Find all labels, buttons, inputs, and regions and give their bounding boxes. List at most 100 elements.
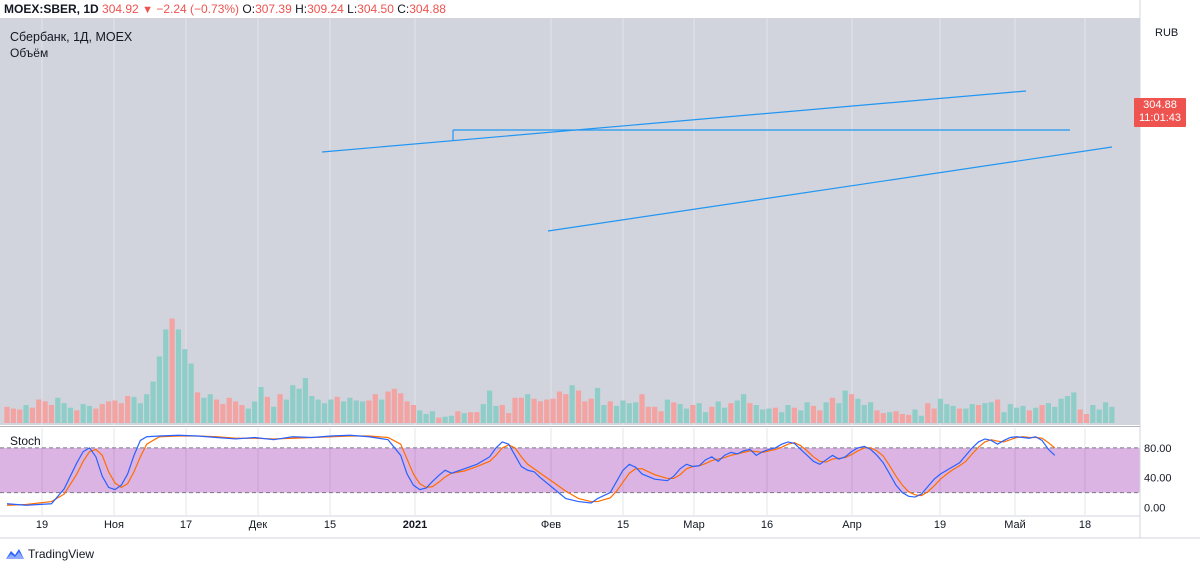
volume-bar: [633, 402, 639, 423]
volume-bar: [283, 399, 289, 423]
trendline[interactable]: [547, 146, 1113, 232]
volume-bar: [112, 400, 118, 423]
volume-bar: [963, 408, 969, 423]
volume-bar: [226, 397, 232, 423]
volume-bar: [131, 396, 137, 423]
high-label: H:: [295, 2, 308, 16]
symbol-header: MOEX:SBER, 1D 304.92 ▼ −2.24 (−0.73%) O:…: [4, 2, 446, 16]
volume-bar: [258, 387, 264, 423]
volume-bar: [182, 349, 188, 423]
volume-bar: [467, 412, 474, 423]
volume-bar: [677, 404, 683, 423]
volume-bar: [975, 405, 982, 423]
time-tick-label: Мар: [683, 519, 705, 531]
volume-bar: [277, 394, 283, 423]
time-tick-label: Дек: [249, 519, 268, 531]
volume-bar: [74, 410, 80, 423]
volume-bar: [455, 411, 461, 423]
volume-bar: [887, 412, 893, 423]
stoch-label[interactable]: Stoch: [10, 434, 41, 448]
time-tick-label: 18: [1079, 519, 1091, 531]
volume-bar: [404, 401, 410, 423]
volume-bar: [175, 329, 182, 423]
trendline[interactable]: [321, 90, 1027, 153]
brand[interactable]: TradingView: [6, 547, 94, 561]
volume-label[interactable]: Объём: [10, 46, 49, 60]
volume-bar: [106, 401, 112, 423]
volume-bar: [855, 398, 861, 423]
volume-bar: [1026, 410, 1032, 423]
volume-bar: [1083, 414, 1090, 423]
volume-bar: [664, 399, 670, 423]
volume-bar: [4, 406, 10, 423]
currency-label[interactable]: RUB: [1155, 27, 1179, 39]
volume-bar: [601, 405, 607, 423]
volume-bar: [671, 402, 677, 423]
volume-bar: [861, 405, 867, 423]
volume-bar: [836, 403, 842, 423]
volume-bar: [233, 401, 239, 423]
volume-bar: [239, 405, 245, 423]
time-tick-label: 15: [324, 519, 336, 531]
volume-bar: [607, 401, 613, 423]
volume-bar: [315, 399, 321, 423]
volume-bar: [17, 409, 23, 423]
time-tick-label: 2021: [403, 519, 427, 531]
symbol-name[interactable]: MOEX:SBER, 1D: [4, 2, 99, 16]
volume-bar: [150, 381, 156, 423]
volume-bar: [931, 408, 937, 423]
low-label: L:: [347, 2, 358, 16]
volume-bar: [436, 417, 442, 423]
last-price: 304.92: [102, 2, 139, 16]
volume-bar: [690, 405, 696, 423]
volume-bar: [220, 404, 226, 423]
brand-name: TradingView: [28, 547, 95, 561]
time-tick-label: 16: [761, 519, 773, 531]
volume-bar: [125, 396, 131, 423]
volume-bar: [1077, 409, 1083, 423]
volume-bar: [417, 410, 423, 423]
volume-bar: [252, 401, 258, 423]
volume-bar: [1058, 398, 1064, 423]
pane-borders: [0, 0, 1200, 539]
volume-bar: [817, 410, 823, 423]
volume-bar: [950, 405, 956, 423]
volume-bar: [42, 401, 48, 423]
volume-bar: [296, 388, 302, 423]
volume-bar: [379, 399, 385, 423]
volume-bar: [518, 397, 524, 423]
time-axis[interactable]: 19 Ноя 17 Дек 15 2021 Фев 15 Мар 16 Апр 19 Май 18: [36, 519, 1091, 531]
open-label: O:: [242, 2, 256, 16]
volume-bar: [448, 415, 455, 423]
price-axis[interactable]: 320.00300.00280.00260.00240.00220.00200.…: [1144, 0, 1178, 515]
volume-bar: [823, 402, 829, 423]
tradingview-logo-icon: [6, 548, 24, 560]
volume-bar: [137, 403, 143, 423]
volume-bar: [709, 406, 715, 423]
volume-bar: [1064, 396, 1071, 423]
volume-bar: [829, 397, 836, 423]
volume-bars: [4, 318, 1115, 423]
volume-bar: [753, 405, 759, 423]
volume-bar: [785, 405, 791, 423]
volume-bar: [804, 402, 810, 423]
volume-bar: [48, 405, 55, 423]
open-value: 307.39: [255, 2, 292, 16]
volume-bar: [747, 403, 753, 423]
volume-bar: [652, 406, 658, 423]
volume-bar: [569, 385, 575, 423]
volume-bar: [423, 414, 429, 423]
volume-bar: [245, 408, 251, 423]
volume-bar: [347, 397, 353, 423]
volume-bar: [1102, 402, 1109, 423]
volume-bar: [893, 411, 899, 423]
volume-bar: [398, 393, 404, 423]
volume-bar: [188, 363, 194, 423]
volume-bar: [118, 403, 124, 423]
time-tick-label: Фев: [541, 519, 561, 531]
volume-bar: [525, 394, 531, 423]
volume-bar: [487, 390, 493, 423]
volume-bar: [366, 400, 372, 423]
trendlines[interactable]: [321, 90, 1113, 232]
